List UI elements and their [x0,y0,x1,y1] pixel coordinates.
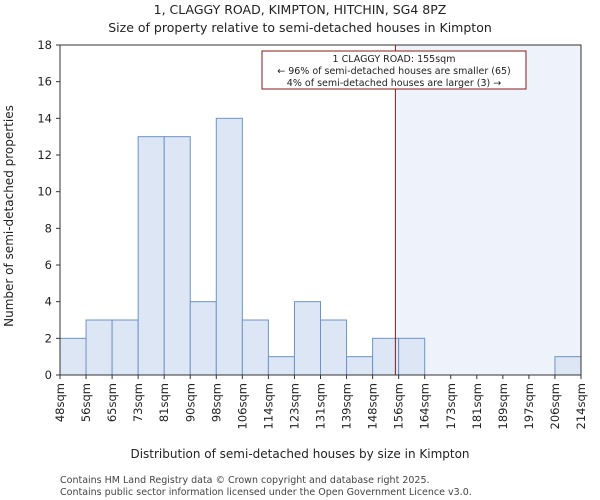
x-tick-label-189sqm: 189sqm [496,383,510,429]
y-axis-label: Number of semi-detached properties [2,105,16,327]
bar-131sqm [320,319,348,376]
bar-73sqm [137,136,165,376]
bar-106sqm [241,319,269,376]
bar-156sqm [398,337,426,376]
x-axis-ticks: 48sqm 56sqm 65sqm 73sqm 81sqm 90sqm 98sqm 106sq… [53,375,588,429]
x-tick-label-73sqm: 73sqm [131,383,145,422]
annotation-line-2: ← 96% of semi-detached houses are smalle… [277,66,511,77]
x-tick-label-164sqm: 164sqm [418,383,432,429]
bar-148sqm [372,337,400,376]
y-axis-ticks: 0 2 4 6 8 10 12 14 16 18 [37,38,60,382]
x-tick-label-181sqm: 181sqm [470,383,484,429]
x-tick-label-90sqm: 90sqm [183,383,197,422]
footer-line-1: Contains HM Land Registry data © Crown c… [60,475,430,486]
bar-56sqm [85,319,113,376]
y-tick-label: 8 [45,221,52,235]
x-tick-label-131sqm: 131sqm [314,383,328,429]
x-tick-label-197sqm: 197sqm [522,383,536,429]
y-tick-label: 6 [45,258,52,272]
annotation-line-3: 4% of semi-detached houses are larger (3… [287,78,501,89]
y-tick-label: 14 [37,111,52,125]
bar-139sqm [346,356,374,376]
bar-206sqm [554,356,582,376]
x-axis-label: Distribution of semi-detached houses by … [130,447,469,461]
y-tick-label: 12 [37,148,52,162]
bar-81sqm [163,136,191,376]
x-tick-label-65sqm: 65sqm [105,383,119,422]
x-tick-label-148sqm: 148sqm [366,383,380,429]
bar-114sqm [267,356,295,376]
bar-90sqm [189,301,217,376]
x-tick-label-81sqm: 81sqm [157,383,171,422]
x-tick-label-206sqm: 206sqm [548,383,562,429]
x-tick-label-98sqm: 98sqm [209,383,223,422]
y-tick-label: 10 [37,185,52,199]
y-tick-label: 18 [37,38,52,52]
x-tick-label-123sqm: 123sqm [287,383,301,429]
chart-subtitle: Size of property relative to semi-detach… [108,20,492,35]
y-tick-label: 0 [45,368,52,382]
bar-group [59,117,582,376]
chart-title: 1, CLAGGY ROAD, KIMPTON, HITCHIN, SG4 8P… [154,2,447,17]
x-tick-label-114sqm: 114sqm [261,383,275,429]
bar-48sqm [59,337,87,376]
x-tick-label-173sqm: 173sqm [444,383,458,429]
bar-98sqm [215,117,243,376]
y-tick-label: 4 [45,295,52,309]
highlight-region [395,45,581,375]
y-tick-label: 16 [37,75,52,89]
x-tick-label-56sqm: 56sqm [79,383,93,422]
x-tick-label-106sqm: 106sqm [235,383,249,429]
plot-frame [59,44,582,376]
annotation-box: 1 CLAGGY ROAD: 155sqm ← 96% of semi-deta… [261,50,527,90]
annotation-line-1: 1 CLAGGY ROAD: 155sqm [333,54,456,65]
x-tick-label-48sqm: 48sqm [53,383,67,422]
bar-123sqm [293,301,322,376]
y-tick-label: 2 [45,331,52,345]
x-tick-label-156sqm: 156sqm [392,383,406,429]
x-tick-label-139sqm: 139sqm [340,383,354,429]
bar-65sqm [111,319,139,376]
x-tick-label-214sqm: 214sqm [574,383,588,429]
footer-line-2: Contains public sector information licen… [60,487,472,498]
